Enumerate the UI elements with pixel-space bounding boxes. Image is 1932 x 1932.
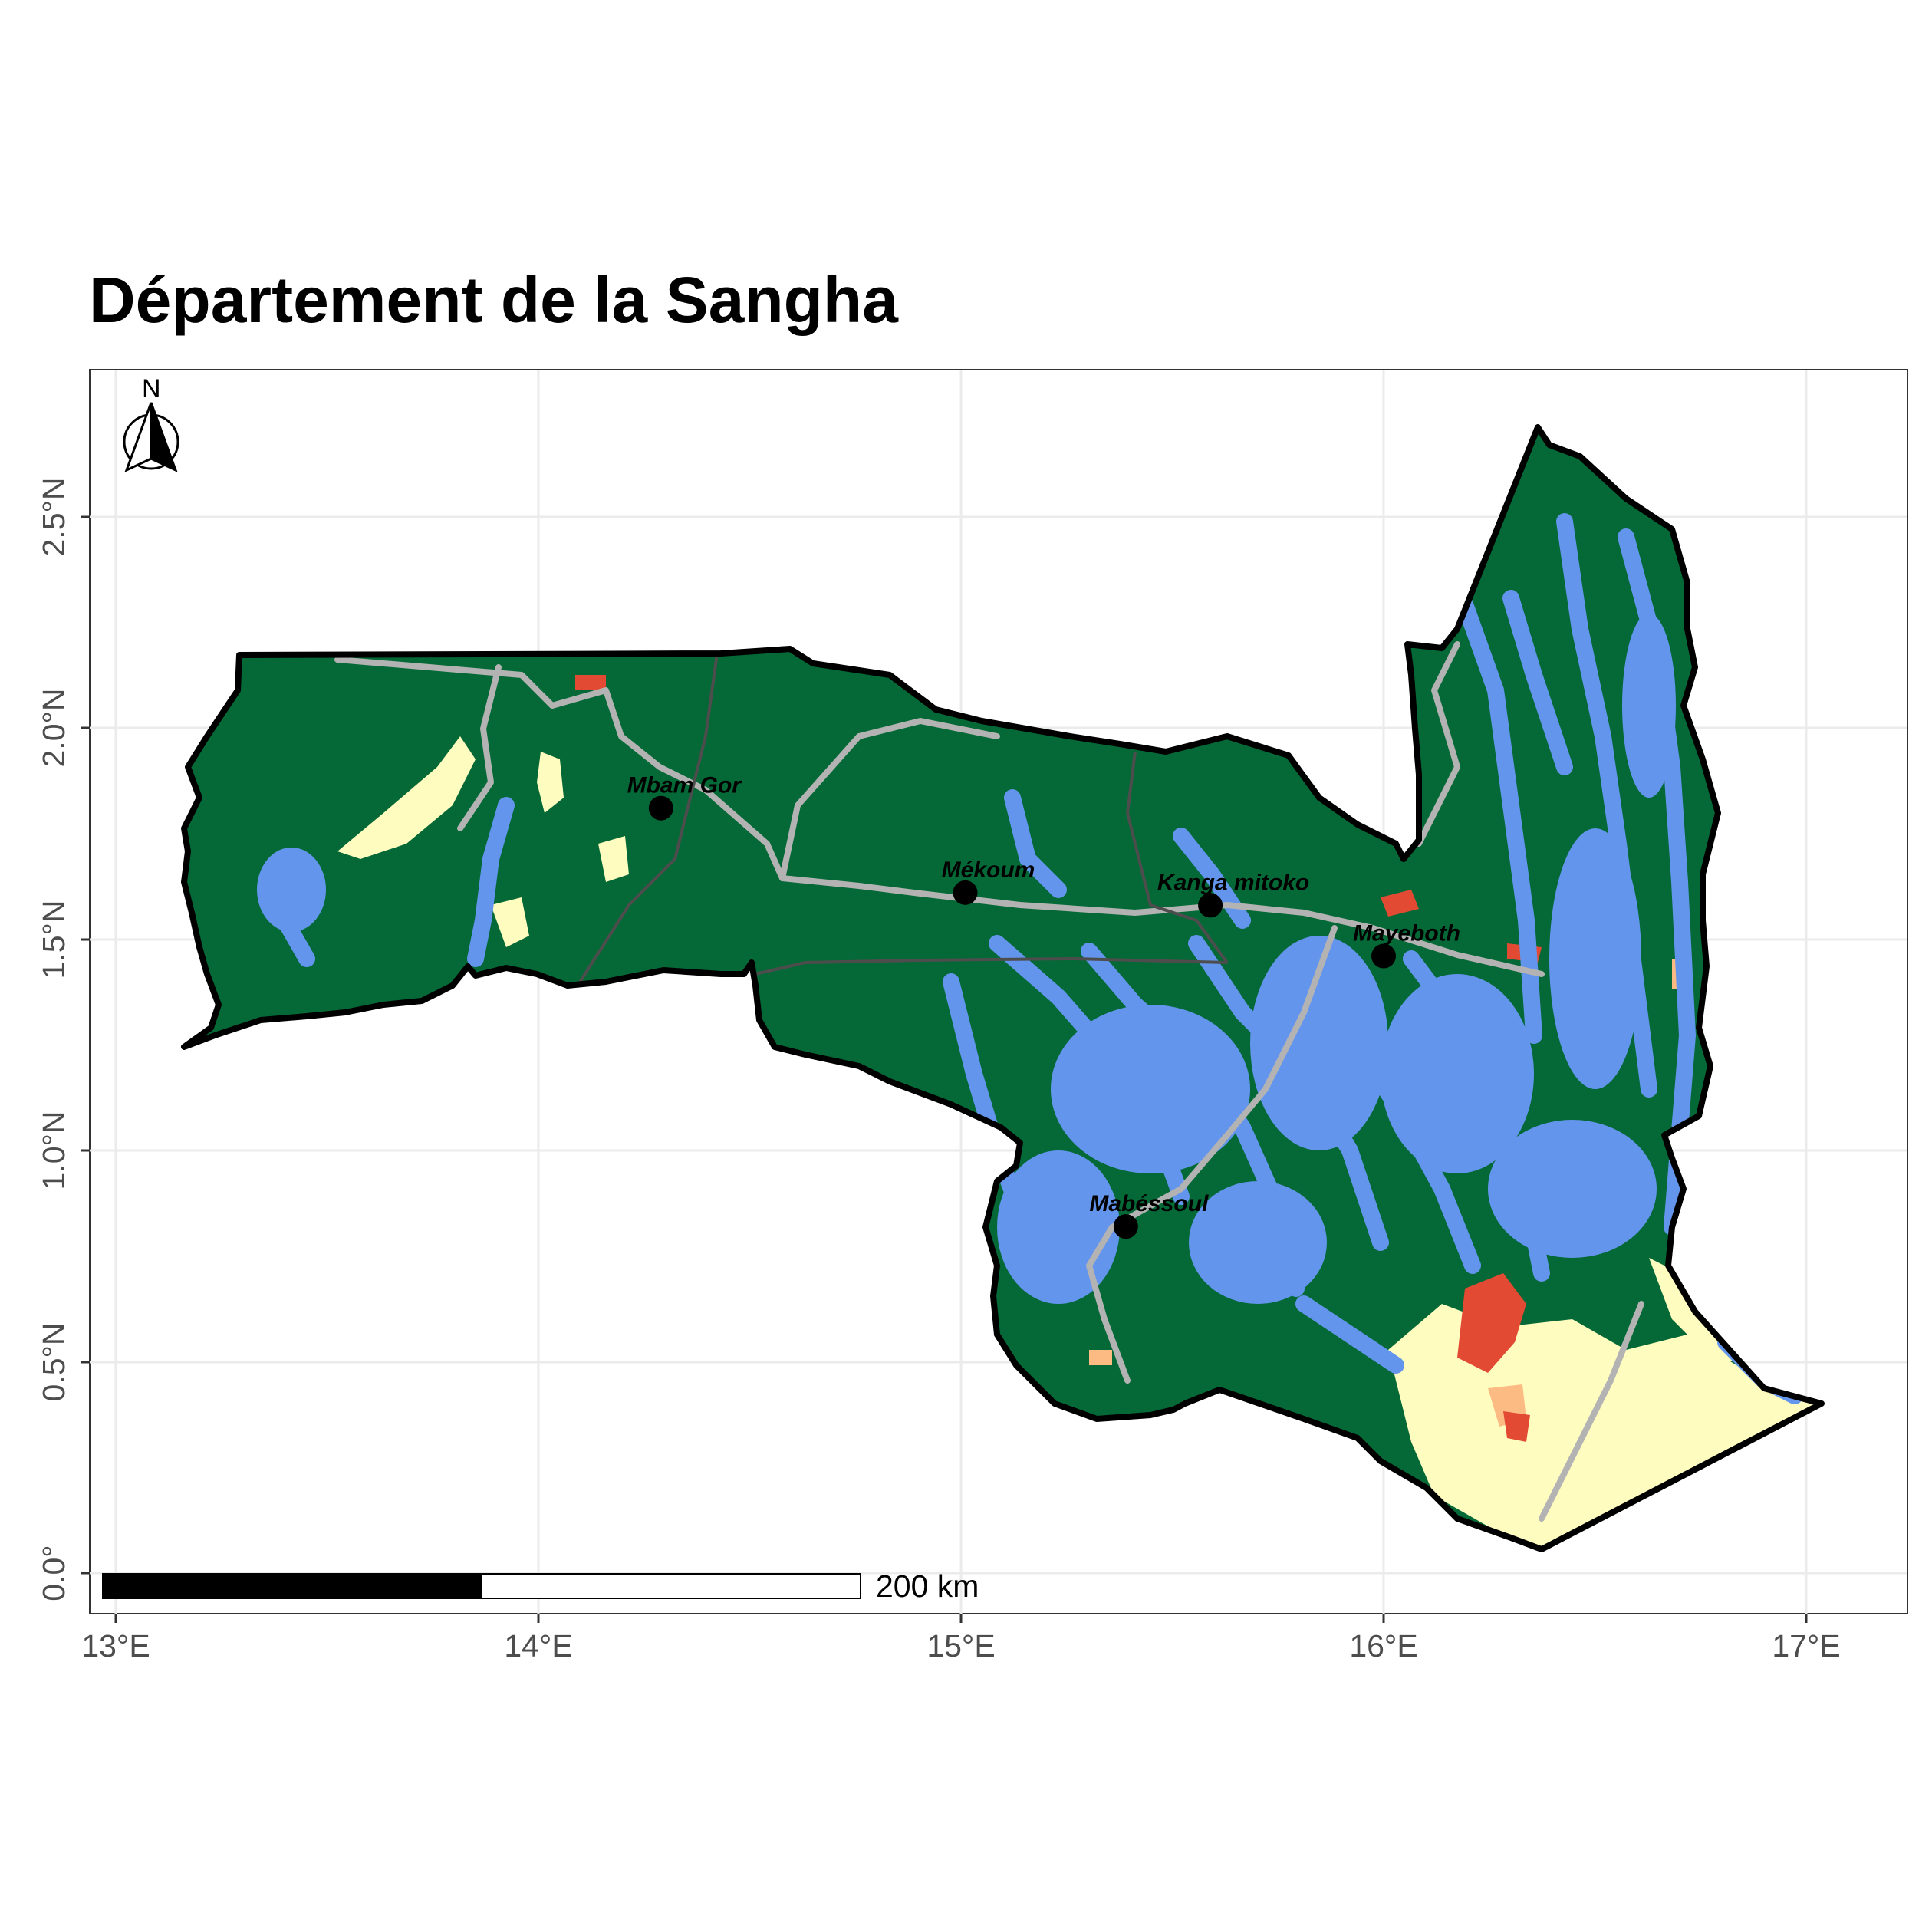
- place-marker-mab-ssoul: [1113, 1214, 1138, 1239]
- place-label-m-koum: Mékoum: [942, 857, 1035, 883]
- x-tick-label-16e: 16°E: [1349, 1628, 1417, 1664]
- wetland-areas: [257, 614, 1676, 1304]
- place-label-mayeboth: Mayeboth: [1353, 921, 1460, 946]
- y-tick-label-0-5n: 0.5°N: [36, 1322, 71, 1401]
- y-tick-label-1-5n: 1.5°N: [36, 900, 71, 979]
- north-arrow-right-icon: [150, 402, 178, 472]
- north-arrow: N: [123, 374, 179, 472]
- place-marker-mayeboth: [1371, 943, 1396, 969]
- place-label-mab-ssoul: Mabéssoul: [1089, 1191, 1209, 1216]
- y-tick-label-2-5n: 2.5°N: [36, 477, 71, 556]
- y-tick-label-1-0n: 1.0°N: [36, 1111, 71, 1190]
- scale-bar: 200 km: [102, 1568, 979, 1604]
- places-layer: Mbam Gor Mékoum Kanga mitoko Mayeboth Mabéss…: [627, 773, 1460, 1239]
- x-tick-label-13e: 13°E: [81, 1628, 150, 1664]
- place-marker-mbam-gor: [648, 795, 673, 821]
- x-tick-label-14e: 14°E: [504, 1628, 572, 1664]
- y-tick-label-0: 0.0°: [36, 1545, 71, 1601]
- map-title: Département de la Sangha: [89, 264, 899, 336]
- y-axis-labels: 0.0° 0.5°N 1.0°N 1.5°N 2.0°N 2.5°N: [36, 477, 71, 1601]
- x-axis-labels: 13°E 14°E 15°E 16°E 17°E: [81, 1628, 1840, 1664]
- x-tick-label-17e: 17°E: [1772, 1628, 1840, 1664]
- north-label: N: [142, 374, 161, 403]
- scale-bar-white-segment: [481, 1573, 861, 1599]
- axis-ticks: [81, 515, 1808, 1623]
- y-tick-label-2-0n: 2.0°N: [36, 688, 71, 767]
- cropland-patches: [575, 675, 1687, 1442]
- x-tick-label-15e: 15°E: [927, 1628, 995, 1664]
- district-boundaries: [574, 653, 1229, 991]
- department-outline: [181, 424, 1825, 1552]
- place-label-kanga-mitoko: Kanga mitoko: [1157, 870, 1309, 895]
- scale-bar-black-segment: [102, 1573, 482, 1599]
- place-label-mbam-gor: Mbam Gor: [627, 773, 743, 798]
- scale-bar-label: 200 km: [876, 1568, 979, 1604]
- place-marker-kanga-mitoko: [1198, 893, 1223, 918]
- place-marker-m-koum: [953, 880, 978, 905]
- roads: [334, 641, 1644, 1522]
